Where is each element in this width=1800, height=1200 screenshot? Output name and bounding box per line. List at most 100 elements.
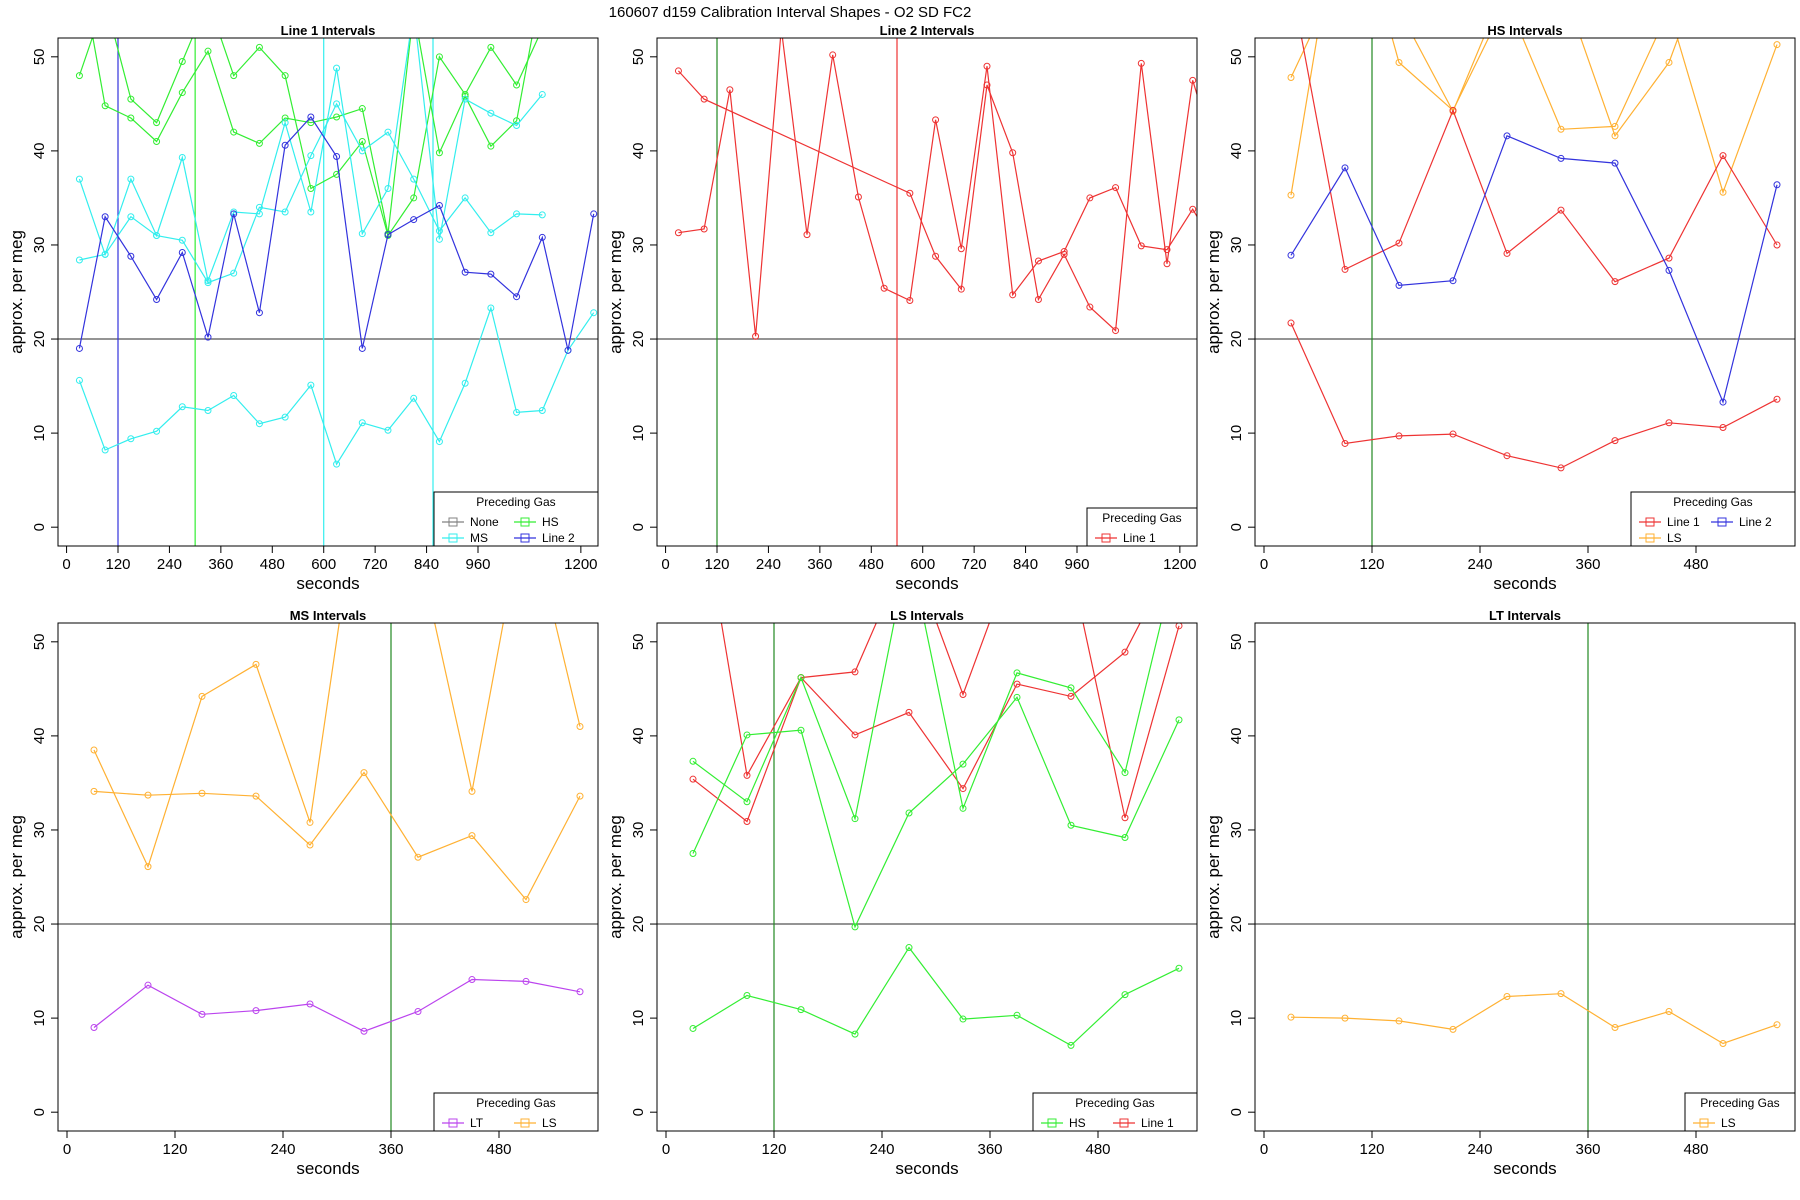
data-point (957, 285, 965, 293)
data-point (75, 175, 83, 183)
data-point (513, 293, 521, 301)
data-point (333, 460, 341, 468)
y-tick-label: 0 (1228, 1108, 1245, 1116)
legend-entry-label: Line 2 (1739, 515, 1772, 529)
data-point (1611, 1024, 1619, 1032)
series-line (79, 102, 543, 284)
y-tick-label: 40 (1228, 143, 1245, 160)
series-line (692, 696, 1180, 929)
y-axis: 0 10 20 30 40 50 approx. per meg (1204, 633, 1255, 1116)
data-point (590, 309, 598, 317)
data-point (75, 344, 83, 352)
legend-entry-label: Line 1 (1123, 531, 1156, 545)
data-point (1009, 291, 1017, 299)
data-point (1665, 254, 1673, 262)
x-axis: 0 120 240 360 480 seconds (1260, 1130, 1709, 1178)
data-point (461, 194, 469, 202)
series-line (692, 623, 1141, 823)
x-tick-label: 480 (859, 556, 884, 573)
panel-title: HS Intervals (1487, 23, 1562, 38)
series-line (78, 38, 543, 283)
data-point (1719, 188, 1727, 196)
data-point (1211, 148, 1217, 154)
data-point (1287, 191, 1295, 199)
data-point (1112, 184, 1120, 192)
y-tick-label: 40 (630, 728, 647, 745)
x-tick-label: 120 (162, 1141, 187, 1158)
data-point (829, 51, 837, 59)
x-tick-label: 840 (414, 556, 439, 573)
legend-swatch-marker (1047, 1118, 1057, 1128)
data-point (513, 408, 521, 416)
data-point (1395, 58, 1403, 66)
series-line (93, 978, 581, 1032)
data-point (101, 213, 109, 221)
data-point (1060, 250, 1068, 258)
data-point (1287, 319, 1295, 327)
x-tick-label: 120 (105, 556, 130, 573)
y-tick-label: 10 (1228, 1010, 1245, 1027)
y-tick-label: 10 (630, 1010, 647, 1027)
plot-area (1255, 7, 1795, 546)
x-axis: 0 120 240 360 480 seconds (662, 1130, 1111, 1178)
legend-box (1630, 491, 1796, 547)
data-point (1341, 265, 1349, 273)
series-line (1290, 38, 1778, 196)
data-point (1121, 833, 1129, 841)
data-point (905, 708, 913, 716)
data-point (1719, 152, 1727, 160)
data-point (410, 175, 418, 183)
data-point (906, 296, 914, 304)
data-point (1396, 7, 1402, 13)
plot-frame (1254, 37, 1796, 547)
data-point (1112, 327, 1120, 335)
legend-box (1086, 507, 1198, 547)
data-point (205, 0, 211, 3)
data-point (513, 210, 521, 218)
legend: Preceding Gas Line 1 Line 2 LS (1630, 491, 1796, 547)
data-point (906, 189, 914, 197)
data-point (1189, 76, 1197, 84)
y-tick-label: 10 (31, 425, 48, 442)
data-point (198, 692, 206, 700)
legend-box (1032, 1092, 1198, 1132)
data-point (306, 841, 314, 849)
data-point (1719, 398, 1727, 406)
data-point (1067, 1041, 1075, 1049)
x-tick-label: 120 (1359, 556, 1384, 573)
data-point (689, 757, 697, 765)
x-tick-label: 360 (1575, 1141, 1600, 1158)
data-point (333, 153, 341, 161)
y-axis-label: approx. per meg (1204, 815, 1223, 939)
legend: Preceding Gas Line 1 (1086, 507, 1198, 547)
plot-area (657, 623, 1197, 1131)
data-point (1719, 1040, 1727, 1048)
data-point (102, 0, 108, 3)
data-point (487, 43, 495, 51)
x-tick-label: 720 (962, 556, 987, 573)
data-point (1067, 692, 1075, 700)
x-axis: 0 120 240 360 480 seconds (63, 1130, 512, 1178)
data-point (590, 210, 598, 218)
data-point (230, 210, 238, 218)
data-point (144, 863, 152, 871)
plot-area (657, 38, 1217, 546)
data-point (281, 208, 289, 216)
data-point (435, 53, 443, 61)
legend-swatch-marker (520, 1118, 530, 1128)
x-tick-label: 480 (260, 556, 285, 573)
data-point (198, 789, 206, 797)
data-point (538, 90, 546, 98)
legend-title: Preceding Gas (1075, 1096, 1154, 1110)
y-tick-label: 20 (1228, 916, 1245, 933)
data-point (306, 818, 314, 826)
data-point (1137, 59, 1145, 67)
x-tick-label: 0 (1260, 1141, 1268, 1158)
data-point (538, 211, 546, 219)
data-point (959, 690, 967, 698)
legend: Preceding Gas HS Line 1 (1032, 1092, 1198, 1132)
x-tick-label: 360 (807, 556, 832, 573)
data-point (204, 407, 212, 415)
figure-title: 160607 d159 Calibration Interval Shapes … (609, 4, 972, 21)
y-tick-label: 40 (31, 728, 48, 745)
